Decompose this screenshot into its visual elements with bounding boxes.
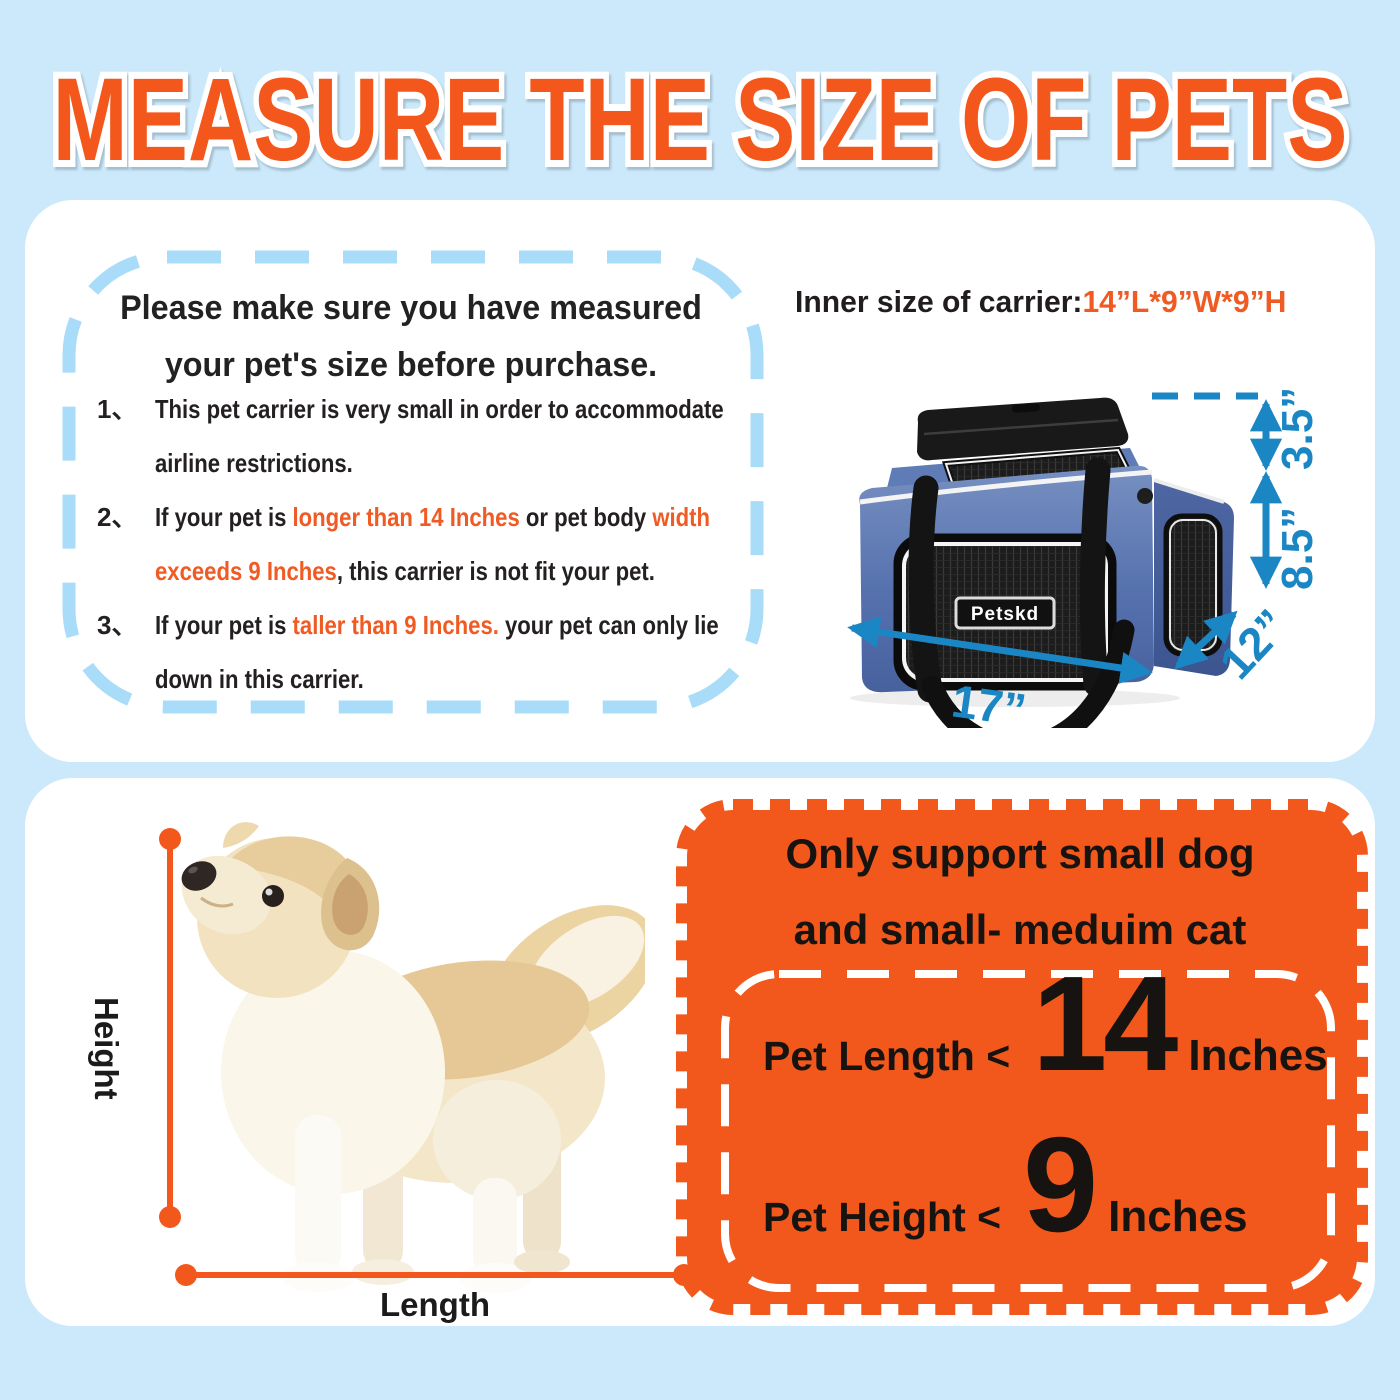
notice-list: 1、 This pet carrier is very small in ord…: [97, 382, 745, 706]
height-measure-line: [159, 828, 181, 1228]
support-panel: [676, 799, 1368, 1315]
dimension-label-3-5: 3.5”: [1273, 387, 1322, 470]
notice-heading-line2: your pet's size before purchase.: [164, 346, 658, 384]
notice-heading: Please make sure you have measured your …: [111, 280, 711, 394]
spec-row-length: Pet Length < 14 Inches: [725, 956, 1337, 1117]
support-heading: Only support small dog and small- meduim…: [700, 816, 1340, 968]
page-title: MEASURE THE SIZE OF PETS: [46, 47, 1355, 192]
spec-height-label: Pet Height <: [763, 1194, 1002, 1240]
list-item-3: 3、 If your pet is taller than 9 Inches. …: [97, 598, 745, 706]
accent-width: width: [652, 502, 711, 532]
accent-taller-than-9: taller than 9 Inches.: [292, 610, 499, 640]
pet-carrier-illustration: Petskd 3.5” 8.5” 12” 17”: [847, 387, 1322, 728]
dimension-arrow-12: [1174, 610, 1238, 670]
height-line-top-dot: [159, 828, 181, 850]
spec-length-unit: Inches: [1188, 1031, 1328, 1080]
spec-row-height: Pet Height < 9 Inches: [725, 1117, 1337, 1278]
accent-exceeds-9: exceeds 9 Inches: [155, 556, 337, 586]
list-item-2: 2、 If your pet is longer than 14 Inches …: [97, 490, 745, 598]
spec-rows: Pet Length < 14 Inches Pet Height < 9 In…: [725, 956, 1337, 1278]
dog-illustration: [181, 822, 645, 1293]
inner-size-value: 14”L*9”W*9”H: [1082, 284, 1287, 319]
brand-logo: Petskd: [971, 604, 1039, 625]
dog-eye: [262, 885, 284, 907]
notice-heading-line1: Please make sure you have measured: [120, 289, 702, 327]
inner-size-label: Inner size of carrier:: [795, 284, 1083, 319]
dimension-label-17: 17”: [949, 674, 1030, 728]
support-heading-line1: Only support small dog: [785, 830, 1255, 877]
stamp-border: [676, 799, 1368, 1315]
pet-size-card: Height Length Only support small dog and…: [25, 778, 1375, 1326]
length-measure-line: [175, 1264, 695, 1286]
dimension-annotations: 3.5” 8.5” 12” 17”: [847, 387, 1322, 728]
length-line-left-dot: [175, 1264, 197, 1286]
dimension-label-8-5: 8.5”: [1273, 507, 1322, 590]
dashed-border-spec: [721, 970, 1335, 1292]
dog-photo: [181, 822, 645, 1293]
spec-height-value: 9: [1023, 1109, 1098, 1260]
measure-notice-card: Please make sure you have measured your …: [25, 200, 1375, 762]
support-heading-line2: and small- meduim cat: [793, 906, 1247, 953]
spec-length-value: 14: [1032, 948, 1178, 1099]
carrier-bag: Petskd: [850, 397, 1234, 728]
list-item-1-number: 1、: [97, 394, 138, 424]
list-item-2-number: 2、: [97, 502, 138, 532]
inner-size-caption: Inner size of carrier:14”L*9”W*9”H: [795, 284, 1353, 320]
page-title-text: MEASURE THE SIZE OF PETS: [53, 54, 1348, 186]
length-label: Length: [380, 1286, 490, 1323]
height-label: Height: [88, 996, 125, 1100]
spec-length-label: Pet Length <: [763, 1033, 1011, 1079]
spec-height-unit: Inches: [1108, 1192, 1248, 1241]
dimension-arrow-17: [847, 616, 1153, 684]
list-item-1-text: This pet carrier is very small in order …: [155, 394, 724, 424]
height-line-bottom-dot: [159, 1206, 181, 1228]
accent-longer-than-14: longer than 14 Inches: [292, 502, 520, 532]
list-item-3-number: 3、: [97, 610, 138, 640]
list-item-1: 1、 This pet carrier is very small in ord…: [97, 382, 745, 490]
list-item-1-text2: airline restrictions.: [155, 448, 353, 478]
